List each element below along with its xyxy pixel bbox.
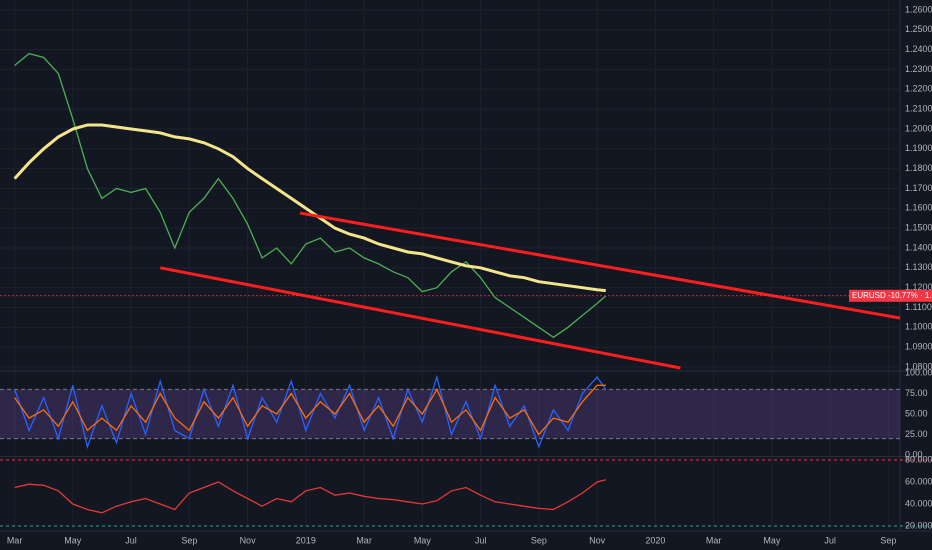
x-tick-label: Jul — [824, 535, 836, 545]
x-tick-label: Jul — [475, 535, 487, 545]
series-line — [14, 479, 606, 514]
series-line — [14, 52, 607, 339]
x-tick-label: Mar — [7, 535, 23, 545]
x-tick-label: Nov — [589, 535, 606, 545]
y-tick-label: 1.24000 — [905, 44, 932, 54]
trend-line — [159, 266, 681, 370]
y-tick-label: 80.000000 — [905, 454, 932, 464]
y-tick-label: 1.08000 — [905, 361, 932, 371]
y-tick-label: 1.23000 — [905, 64, 932, 74]
y-tick-label: 1.16000 — [905, 203, 932, 213]
y-tick-label: 20.000000 — [905, 520, 932, 530]
y-tick-label: 1.17000 — [905, 183, 932, 193]
trend-line — [299, 211, 901, 320]
x-tick-label: 2019 — [296, 535, 316, 545]
y-tick-label: 1.12000 — [905, 282, 932, 292]
y-tick-label: 1.18000 — [905, 163, 932, 173]
y-tick-label: 100.00 — [905, 367, 932, 377]
series-line — [13, 374, 607, 450]
y-tick-label: 1.21000 — [905, 103, 932, 113]
x-tick-label: May — [414, 535, 432, 545]
y-tick-label: 25.00 — [905, 429, 928, 439]
y-tick-label: 1.15000 — [905, 223, 932, 233]
series-line — [13, 123, 606, 293]
x-tick-label: May — [64, 535, 82, 545]
x-tick-label: Mar — [706, 535, 722, 545]
x-tick-label: 2020 — [645, 535, 665, 545]
x-tick-label: Sep — [181, 535, 197, 545]
y-tick-label: 1.09000 — [905, 342, 932, 352]
y-tick-label: 1.14000 — [905, 242, 932, 252]
last-price-label: EURUSD -10.77% · 1.11591 — [852, 291, 932, 300]
x-tick-label: Nov — [240, 535, 257, 545]
x-tick-label: Sep — [880, 535, 896, 545]
last-price-box — [849, 289, 932, 302]
y-tick-label: 40.000000 — [905, 498, 932, 508]
y-tick-label: 1.11000 — [905, 302, 932, 312]
x-tick-label: Mar — [356, 535, 372, 545]
y-tick-label: 1.20000 — [905, 123, 932, 133]
y-tick-label: 50.00 — [905, 408, 928, 418]
x-tick-label: May — [763, 535, 781, 545]
y-tick-label: 1.25000 — [905, 24, 932, 34]
x-tick-label: Jul — [125, 535, 137, 545]
y-tick-label: 1.10000 — [905, 322, 932, 332]
y-tick-label: 0.00 — [905, 449, 923, 459]
series-line — [14, 384, 606, 436]
y-tick-label: 75.00 — [905, 388, 928, 398]
x-tick-label: Sep — [531, 535, 547, 545]
y-tick-label: 1.19000 — [905, 143, 932, 153]
y-tick-label: 1.22000 — [905, 84, 932, 94]
y-tick-label: 1.26000 — [905, 4, 932, 14]
y-tick-label: 1.13000 — [905, 262, 932, 272]
y-tick-label: 60.000000 — [905, 476, 932, 486]
